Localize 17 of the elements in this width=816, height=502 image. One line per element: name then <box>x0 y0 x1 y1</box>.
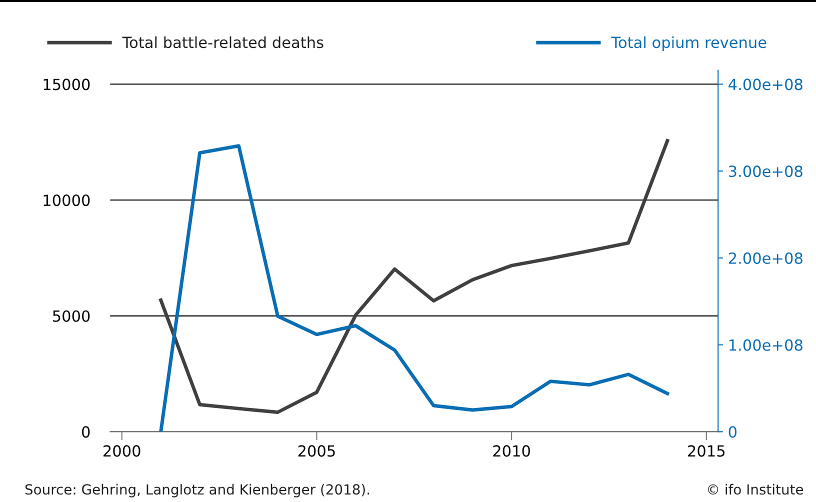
text: © ifo Institute <box>708 484 804 495</box>
y2-tick-label: 3.00e+08 <box>728 166 802 178</box>
y2-tick-label: 4.00e+08 <box>728 78 802 90</box>
x-tick-label: 2000 <box>104 445 140 457</box>
legend-label: Total opium revenue <box>611 36 766 52</box>
x-tick-label: 2010 <box>493 445 530 457</box>
y-tick-label: 5000 <box>53 310 90 322</box>
y-tick-label: 0 <box>82 426 90 438</box>
y2-tick-label: 0 <box>728 426 737 438</box>
legend-label: Total battle-related deaths <box>122 36 324 48</box>
source-note: Source: Gehring, Langlotz and Kienberger (2018). <box>25 484 370 498</box>
y-tick-label: 15000 <box>44 78 90 90</box>
y-tick-label: 10000 <box>44 194 90 206</box>
x-tick-label: 2005 <box>298 445 335 457</box>
y2-tick-label: 1.00e+08 <box>729 339 802 351</box>
y2-tick-label: 2.00e+08 <box>728 252 802 264</box>
x-tick-label: 2015 <box>688 445 724 457</box>
